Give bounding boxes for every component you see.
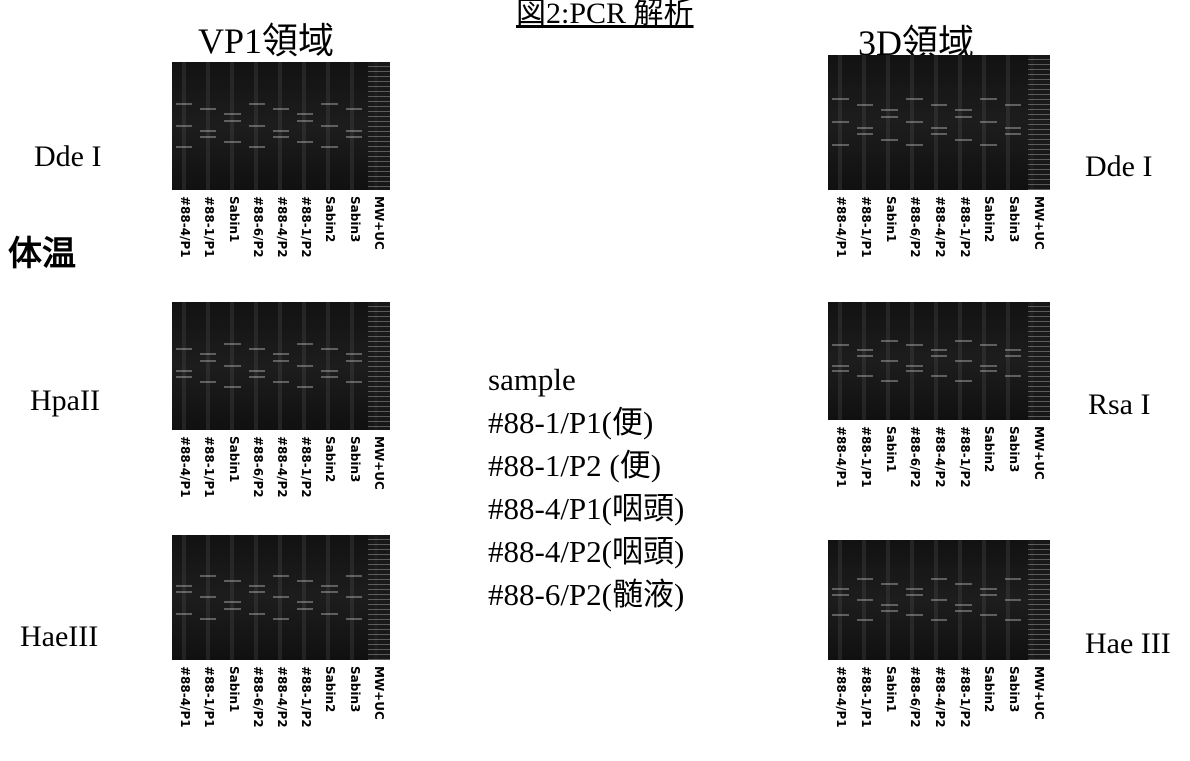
- lane-label: #88-4/P1: [178, 666, 192, 728]
- lane-label: #88-4/P1: [834, 426, 848, 488]
- lane-label: Sabin2: [323, 436, 337, 482]
- lane-label: #88-1/P2: [958, 426, 972, 488]
- lane-label: #88-1/P2: [299, 666, 313, 728]
- gel-image: [828, 55, 1050, 190]
- lane-label: Sabin3: [348, 436, 362, 482]
- gel-image: [828, 302, 1050, 420]
- enzyme-label: Hae III: [1085, 627, 1171, 661]
- lane-label: #88-1/P1: [859, 196, 873, 258]
- lane-label: Sabin3: [1007, 666, 1021, 712]
- lane-label: Sabin2: [982, 426, 996, 472]
- lane-label: MW+UC: [372, 436, 386, 490]
- lane-label: MW+UC: [1032, 426, 1046, 480]
- sample-item: #88-4/P1(咽頭): [488, 487, 684, 530]
- enzyme-label: Dde I: [1085, 150, 1152, 184]
- side-label: 体温: [8, 226, 76, 275]
- lane-label: #88-6/P2: [908, 196, 922, 258]
- enzyme-label: Dde I: [34, 140, 101, 174]
- lane-label: #88-4/P2: [275, 436, 289, 498]
- lane-label: #88-1/P2: [299, 436, 313, 498]
- sample-item: #88-1/P1(便): [488, 401, 684, 444]
- lane-label: MW+UC: [372, 666, 386, 720]
- lane-label: #88-4/P1: [834, 196, 848, 258]
- gel-image: [172, 62, 390, 190]
- lane-label: #88-1/P2: [299, 196, 313, 258]
- sample-list: sample #88-1/P1(便) #88-1/P2 (便) #88-4/P1…: [488, 358, 684, 616]
- enzyme-label: HpaII: [30, 384, 100, 418]
- lane-label: Sabin1: [227, 196, 241, 242]
- sample-item: #88-1/P2 (便): [488, 444, 684, 487]
- lane-label: Sabin3: [348, 196, 362, 242]
- lane-label: Sabin1: [884, 196, 898, 242]
- lane-label: Sabin1: [227, 666, 241, 712]
- lane-label: #88-4/P2: [275, 196, 289, 258]
- figure-title: 図2:PCR 解析: [516, 0, 694, 32]
- enzyme-label: Rsa I: [1088, 388, 1151, 422]
- lane-label: Sabin3: [1007, 426, 1021, 472]
- lane-label: MW+UC: [1032, 196, 1046, 250]
- lane-label: Sabin1: [884, 666, 898, 712]
- lane-label: Sabin2: [982, 196, 996, 242]
- lane-label: Sabin2: [323, 196, 337, 242]
- lane-label: Sabin3: [348, 666, 362, 712]
- gel-image: [172, 535, 390, 660]
- enzyme-label: HaeIII: [20, 620, 98, 654]
- lane-label: #88-6/P2: [908, 666, 922, 728]
- lane-label: Sabin2: [323, 666, 337, 712]
- lane-label: #88-4/P2: [933, 666, 947, 728]
- page: {"title": "図2:PCR 解析", "side_label": "体温…: [0, 0, 1190, 761]
- gel-image: [172, 302, 390, 430]
- lane-label: #88-4/P2: [275, 666, 289, 728]
- lane-label: #88-1/P1: [202, 196, 216, 258]
- lane-label: Sabin3: [1007, 196, 1021, 242]
- vp1-header: VP1領域: [198, 12, 334, 64]
- lane-label: #88-1/P2: [958, 666, 972, 728]
- lane-label: #88-4/P1: [178, 196, 192, 258]
- lane-label: #88-1/P1: [859, 426, 873, 488]
- lane-label: #88-6/P2: [251, 666, 265, 728]
- lane-label: MW+UC: [1032, 666, 1046, 720]
- lane-label: #88-6/P2: [908, 426, 922, 488]
- sample-item: #88-4/P2(咽頭): [488, 530, 684, 573]
- lane-label: #88-6/P2: [251, 436, 265, 498]
- lane-label: #88-4/P2: [933, 196, 947, 258]
- lane-label: Sabin1: [227, 436, 241, 482]
- lane-label: #88-4/P1: [178, 436, 192, 498]
- lane-label: MW+UC: [372, 196, 386, 250]
- lane-label: Sabin1: [884, 426, 898, 472]
- lane-label: Sabin2: [982, 666, 996, 712]
- lane-label: #88-4/P1: [834, 666, 848, 728]
- lane-label: #88-1/P1: [859, 666, 873, 728]
- gel-image: [828, 540, 1050, 660]
- lane-label: #88-4/P2: [933, 426, 947, 488]
- sample-item: #88-6/P2(髄液): [488, 573, 684, 616]
- lane-label: #88-1/P2: [958, 196, 972, 258]
- lane-label: #88-1/P1: [202, 666, 216, 728]
- lane-label: #88-6/P2: [251, 196, 265, 258]
- lane-label: #88-1/P1: [202, 436, 216, 498]
- sample-heading: sample: [488, 358, 684, 401]
